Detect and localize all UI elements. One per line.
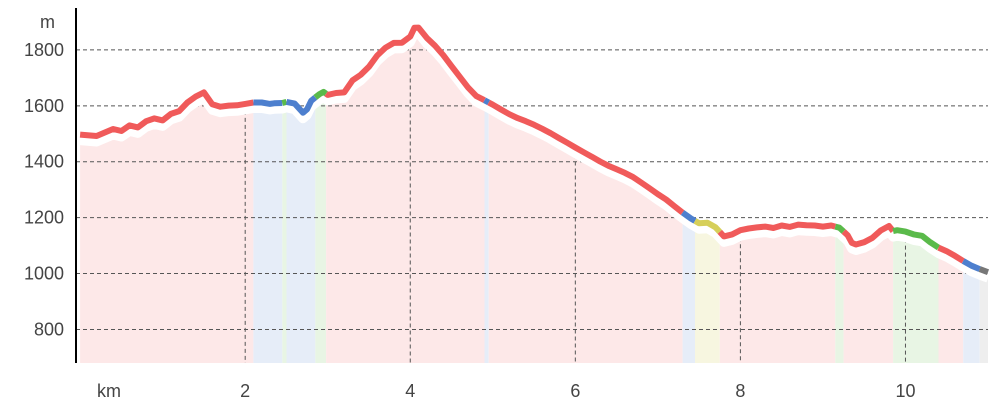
profile-segment-0 [79,89,254,139]
x-tick-label-4: 4 [405,381,415,401]
segment-band-8 [682,218,695,363]
segment-band-3 [286,103,316,364]
profile-segment-8 [680,210,697,224]
y-tick-label-1600: 1600 [24,96,64,116]
axes: m km [40,8,121,401]
profile-segment-4 [313,88,328,100]
segment-band-9 [695,226,720,363]
segment-band-0 [80,98,254,364]
y-tick-label-1200: 1200 [24,208,64,228]
profile-segment-14 [937,244,965,264]
segment-band-2 [282,107,287,364]
segment-band-13 [893,236,939,363]
segment-band-10 [719,230,836,363]
profile-segment-5 [324,24,486,103]
segment-band-7 [488,108,683,363]
profile-segment-15 [961,258,981,272]
segment-bands [80,33,988,364]
grid-lines [76,36,988,363]
profile-segment-3 [285,95,318,116]
x-tick-label-6: 6 [570,381,580,401]
profile-segment-1 [253,99,283,107]
segment-band-1 [253,108,283,363]
x-tick-label-8: 8 [735,381,745,401]
profile-segment-2 [281,98,288,106]
y-axis-unit-label: m [40,12,55,32]
y-tick-label-800: 800 [34,319,64,339]
y-tick-label-1000: 1000 [24,264,64,284]
profile-segment-6 [483,97,491,106]
profile-segment-10 [717,221,837,240]
profile-segment-16 [978,266,990,276]
segment-band-15 [963,267,980,363]
profile-segment-11 [834,223,846,234]
elevation-profile [79,24,990,283]
profile-segment-9 [693,218,722,234]
segment-band-6 [484,106,489,363]
profile-segment-13 [892,227,941,251]
segment-band-12 [843,232,894,363]
x-tick-label-10: 10 [895,381,915,401]
profile-segment-7 [487,99,685,215]
x-axis-unit-label: km [97,381,121,401]
segment-band-11 [835,232,844,363]
segment-band-5 [326,33,485,363]
segment-band-16 [979,275,988,363]
tick-labels: 800 1000 1200 1400 1600 1800 2 4 6 8 10 [24,40,916,401]
profile-segment-12 [841,223,896,248]
y-tick-label-1400: 1400 [24,152,64,172]
segment-band-4 [315,97,327,364]
x-tick-label-2: 2 [240,381,250,401]
y-tick-label-1800: 1800 [24,40,64,60]
segment-band-14 [938,253,964,363]
